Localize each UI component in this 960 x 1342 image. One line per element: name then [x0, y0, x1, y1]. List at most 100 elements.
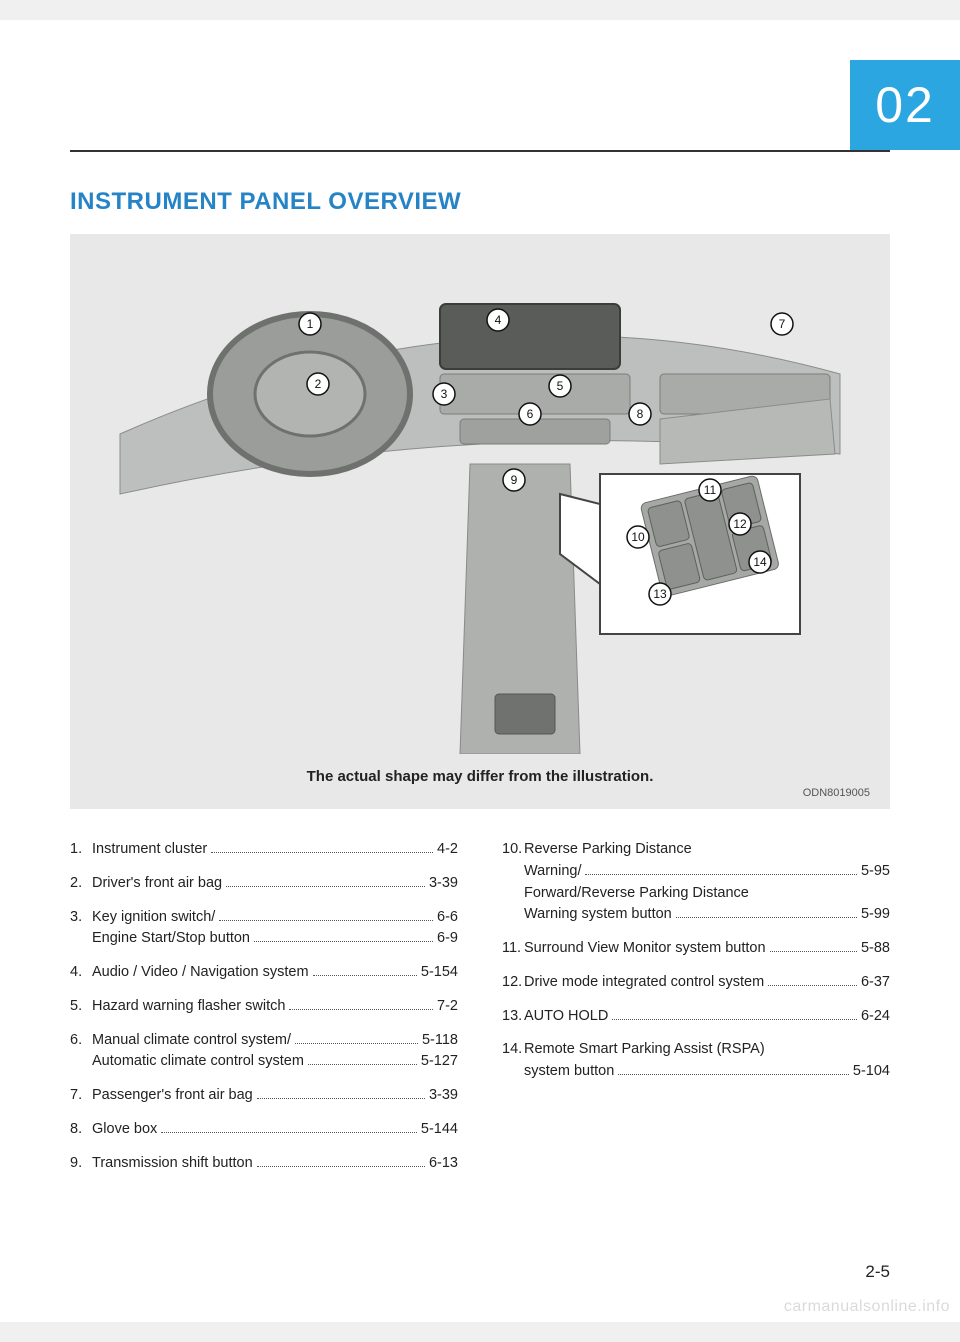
index-line-page: 6-24: [861, 1006, 890, 1028]
index-line-label: Engine Start/Stop button: [92, 928, 250, 950]
index-line-label: Drive mode integrated control system: [524, 972, 764, 994]
leader-dots: [211, 852, 433, 853]
index-item-number: 1.: [70, 839, 92, 861]
index-item-body: Surround View Monitor system button5-88: [524, 938, 890, 960]
callout-3: 3: [433, 383, 455, 405]
svg-text:6: 6: [527, 407, 534, 421]
index-line: Instrument cluster4-2: [92, 839, 458, 861]
svg-text:7: 7: [779, 317, 786, 331]
index-line: Engine Start/Stop button 6-9: [92, 928, 458, 950]
index-line: Audio / Video / Navigation system5-154: [92, 962, 458, 984]
index-item: 7.Passenger's front air bag3-39: [70, 1085, 458, 1107]
index-item: 13.AUTO HOLD6-24: [502, 1006, 890, 1028]
index-line-label: Passenger's front air bag: [92, 1085, 253, 1107]
callout-4: 4: [487, 309, 509, 331]
index-line: Reverse Parking Distance: [524, 839, 890, 861]
svg-text:4: 4: [495, 313, 502, 327]
index-item-number: 3.: [70, 907, 92, 951]
center-display: [440, 304, 620, 369]
callout-5: 5: [549, 375, 571, 397]
leader-dots: [313, 975, 417, 976]
leader-dots: [768, 985, 857, 986]
callout-14: 14: [749, 551, 771, 573]
svg-text:9: 9: [511, 473, 518, 487]
index-item: 8.Glove box 5-144: [70, 1119, 458, 1141]
callout-8: 8: [629, 403, 651, 425]
leader-dots: [161, 1132, 417, 1133]
svg-text:5: 5: [557, 379, 564, 393]
svg-text:3: 3: [441, 387, 448, 401]
index-line-label: Remote Smart Parking Assist (RSPA): [524, 1039, 765, 1061]
svg-text:10: 10: [631, 530, 645, 544]
index-item-number: 10.: [502, 839, 524, 926]
index-item-number: 6.: [70, 1030, 92, 1074]
index-line-label: Transmission shift button: [92, 1153, 253, 1175]
index-item-body: Key ignition switch/6-6Engine Start/Stop…: [92, 907, 458, 951]
leader-dots: [308, 1064, 417, 1065]
svg-text:2: 2: [315, 377, 322, 391]
index-item: 1.Instrument cluster4-2: [70, 839, 458, 861]
index-line-label: Key ignition switch/: [92, 907, 215, 929]
index-line: Warning system button 5-99: [524, 904, 890, 926]
callout-6: 6: [519, 403, 541, 425]
index-line-label: Glove box: [92, 1119, 157, 1141]
index-line: Drive mode integrated control system 6-37: [524, 972, 890, 994]
leader-dots: [257, 1098, 425, 1099]
index-line-label: Hazard warning flasher switch: [92, 996, 285, 1018]
callout-13: 13: [649, 583, 671, 605]
index-line-page: 6-9: [437, 928, 458, 950]
watermark: carmanualsonline.info: [784, 1298, 950, 1316]
index-line-page: 3-39: [429, 1085, 458, 1107]
callout-9: 9: [503, 469, 525, 491]
index-line-page: 3-39: [429, 873, 458, 895]
index-line-page: 5-154: [421, 962, 458, 984]
index-line-page: 6-37: [861, 972, 890, 994]
index-line-label: Manual climate control system/: [92, 1030, 291, 1052]
chapter-number: 02: [875, 76, 935, 134]
index-line-label: Warning/: [524, 861, 581, 883]
dashboard-illustration: 1234567891011121314: [90, 254, 870, 754]
index-line-label: Reverse Parking Distance: [524, 839, 692, 861]
leader-dots: [618, 1074, 849, 1075]
leader-dots: [289, 1009, 433, 1010]
index-line-page: 6-6: [437, 907, 458, 929]
index-item-body: Instrument cluster4-2: [92, 839, 458, 861]
index-item-body: Glove box 5-144: [92, 1119, 458, 1141]
rear-vent: [495, 694, 555, 734]
index-line-page: 5-95: [861, 861, 890, 883]
svg-text:8: 8: [637, 407, 644, 421]
index-line-page: 5-144: [421, 1119, 458, 1141]
leader-dots: [257, 1166, 425, 1167]
manual-page: 02 INSTRUMENT PANEL OVERVIEW: [0, 20, 960, 1322]
index-line-page: 5-99: [861, 904, 890, 926]
svg-text:1: 1: [307, 317, 314, 331]
index-item-number: 12.: [502, 972, 524, 994]
index-line: Glove box 5-144: [92, 1119, 458, 1141]
index-item: 3.Key ignition switch/6-6Engine Start/St…: [70, 907, 458, 951]
leader-dots: [585, 874, 856, 875]
leader-dots: [676, 917, 857, 918]
svg-text:13: 13: [653, 587, 667, 601]
index-line: Driver's front air bag 3-39: [92, 873, 458, 895]
index-item-body: Reverse Parking DistanceWarning/5-95Forw…: [524, 839, 890, 926]
index-item: 12.Drive mode integrated control system 6…: [502, 972, 890, 994]
index-line: Passenger's front air bag 3-39: [92, 1085, 458, 1107]
index-line-page: 6-13: [429, 1153, 458, 1175]
index-line-label: Driver's front air bag: [92, 873, 222, 895]
index-item: 5.Hazard warning flasher switch7-2: [70, 996, 458, 1018]
index-item-number: 8.: [70, 1119, 92, 1141]
callout-7: 7: [771, 313, 793, 335]
index-item-body: Remote Smart Parking Assist (RSPA)system…: [524, 1039, 890, 1083]
illustration-code: ODN8019005: [90, 787, 870, 799]
right-column: 10.Reverse Parking DistanceWarning/5-95F…: [502, 839, 890, 1186]
index-item-number: 4.: [70, 962, 92, 984]
index-item: 2.Driver's front air bag3-39: [70, 873, 458, 895]
index-line: Key ignition switch/6-6: [92, 907, 458, 929]
index-line-label: Warning system button: [524, 904, 672, 926]
index-line: Hazard warning flasher switch7-2: [92, 996, 458, 1018]
illustration-caption: The actual shape may differ from the ill…: [90, 768, 870, 785]
index-item-number: 9.: [70, 1153, 92, 1175]
leader-dots: [612, 1019, 857, 1020]
steering-wheel-hub: [255, 352, 365, 436]
index-line: Forward/Reverse Parking Distance: [524, 883, 890, 905]
